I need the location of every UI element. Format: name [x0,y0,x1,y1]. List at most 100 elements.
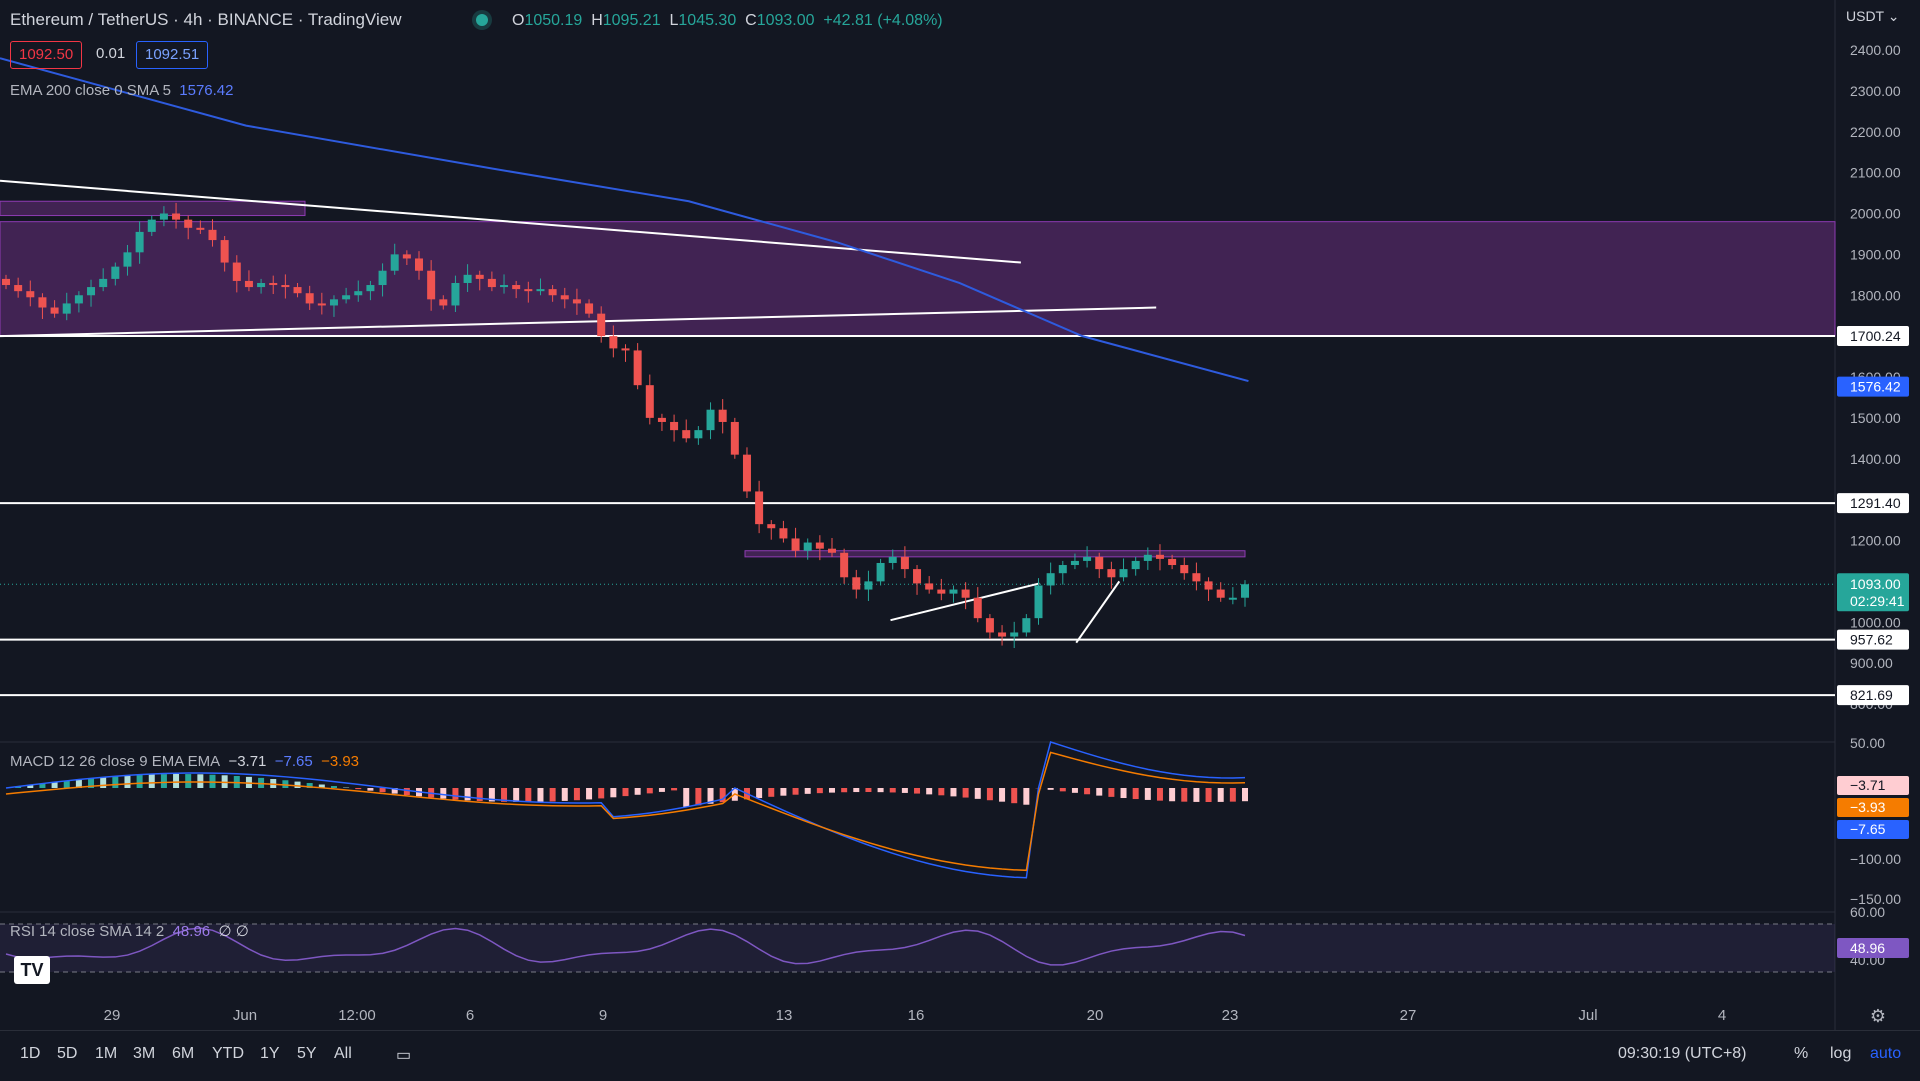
macd-histogram-bar [890,788,896,792]
candle-body [1095,557,1103,569]
candle-body [1107,569,1115,577]
log-scale-toggle[interactable]: log [1830,1045,1851,1063]
candle-body [245,281,253,287]
candle-body [889,557,897,563]
clock-readout[interactable]: 09:30:19 (UTC+8) [1618,1045,1747,1063]
macd-histogram-bar [550,788,556,801]
date-range-icon[interactable]: ▭ [396,1045,411,1065]
range-5y[interactable]: 5Y [297,1045,317,1063]
macd-histogram-bar [574,788,580,800]
candle-body [1205,581,1213,589]
bar-countdown: 02:29:41 [1850,593,1905,609]
macd-histogram-bar [1157,788,1163,801]
resistance-zone [0,201,305,215]
macd-histogram-bar [404,788,410,795]
candle-body [354,291,362,295]
symbol-title[interactable]: Ethereum / TetherUS · 4h · BINANCE · Tra… [10,10,401,30]
currency-selector[interactable]: USDT ⌄ [1846,8,1899,25]
buy-price-button[interactable]: 1092.51 [136,41,208,69]
candle-body [342,295,350,299]
candle-body [743,455,751,492]
macd-histogram-bar [598,788,604,798]
ema-label: EMA 200 close 0 SMA 5 [10,82,171,99]
macd-histogram-bar [355,788,361,789]
ohlc-close-key: C [745,12,757,29]
range-6m[interactable]: 6M [172,1045,194,1063]
macd-histogram-bar [878,788,884,792]
macd-histogram-bar [950,788,956,796]
bottom-toolbar: 1D 5D 1M 3M 6M YTD 1Y 5Y All ▭ 09:30:19 … [0,1030,1920,1081]
macd-histogram-bar [963,788,969,798]
price-tick-label: 1000.00 [1850,614,1901,630]
macd-histogram-bar [768,788,774,797]
time-axis-label: 9 [599,1007,607,1024]
candle-body [792,538,800,550]
candle-body [123,252,131,266]
candle-body [864,581,872,589]
candle-body [63,303,71,313]
macd-histogram-bar [1230,788,1236,802]
macd-histogram-bar [1181,788,1187,802]
candle-body [148,220,156,232]
range-5d[interactable]: 5D [57,1045,77,1063]
macd-histogram-bar [1193,788,1199,802]
candle-body [767,524,775,528]
price-tick-label: 2300.00 [1850,83,1901,99]
candle-body [755,491,763,524]
candle-body [111,267,119,279]
candle-body [1035,585,1043,618]
macd-histogram-bar [513,788,519,802]
rsi-value-tag-label: 48.96 [1850,940,1885,956]
range-ytd[interactable]: YTD [212,1045,244,1063]
level-tag-label: 821.69 [1850,687,1893,703]
candle-body [779,528,787,538]
range-1y[interactable]: 1Y [260,1045,280,1063]
macd-legend[interactable]: MACD 12 26 close 9 EMA EMA −3.71 −7.65 −… [10,753,359,770]
macd-histogram-bar [841,788,847,792]
candle-body [937,590,945,594]
macd-histogram-bar [537,788,543,802]
range-all[interactable]: All [334,1045,352,1063]
level-tag-label: 1291.40 [1850,495,1901,511]
time-axis-label: Jun [233,1007,257,1024]
auto-scale-toggle[interactable]: auto [1870,1045,1901,1063]
macd-histogram-bar [1121,788,1127,798]
rsi-legend[interactable]: RSI 14 close SMA 14 2 48.96 ∅ ∅ [10,922,249,940]
candle-body [488,279,496,287]
macd-histogram-bar [1206,788,1212,802]
tradingview-logo[interactable]: TV [14,956,50,984]
level-tag-label: 1700.24 [1850,328,1901,344]
last-price-label: 1093.00 [1850,576,1901,592]
candle-body [1132,561,1140,569]
ohlc-open: 1050.19 [524,12,582,29]
range-1d[interactable]: 1D [20,1045,40,1063]
candle-body [172,214,180,220]
macd-histogram-bar [161,774,167,788]
candle-body [1192,573,1200,581]
macd-histogram-bar [805,788,811,794]
candle-body [51,308,59,314]
candle-body [816,543,824,549]
price-tick-label: 2400.00 [1850,42,1901,58]
candle-body [536,289,544,291]
range-3m[interactable]: 3M [133,1045,155,1063]
price-tick-label: 2200.00 [1850,124,1901,140]
time-axis-label: 23 [1222,1007,1239,1024]
percent-scale-toggle[interactable]: % [1794,1045,1808,1063]
ema-legend[interactable]: EMA 200 close 0 SMA 5 1576.42 [10,82,234,99]
macd-histogram-bar [1242,788,1248,801]
macd-histogram-bar [756,788,762,798]
macd-histogram-bar [380,788,386,792]
range-1m[interactable]: 1M [95,1045,117,1063]
candle-body [415,258,423,270]
ema-value: 1576.42 [179,82,233,99]
time-axis-label: 4 [1718,1007,1726,1024]
sell-price-button[interactable]: 1092.50 [10,41,82,69]
level-tag-label: 957.62 [1850,632,1893,648]
price-tick-label: 1400.00 [1850,451,1901,467]
macd-histogram-bar [902,788,908,793]
settings-gear-icon[interactable]: ⚙ [1870,1006,1886,1027]
macd-value-tag-label: −3.71 [1850,777,1886,793]
candle-body [634,350,642,385]
